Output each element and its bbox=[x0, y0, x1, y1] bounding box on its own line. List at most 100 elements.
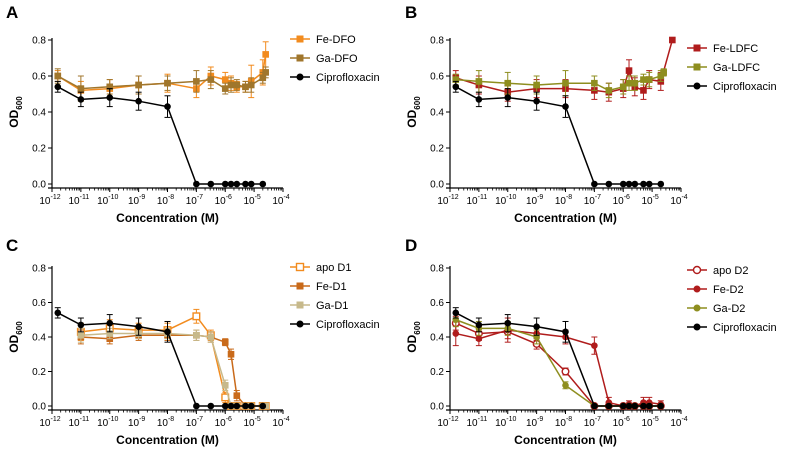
data-point bbox=[262, 51, 269, 58]
y-tick-label: 0.0 bbox=[430, 180, 444, 191]
data-point bbox=[207, 76, 215, 83]
legend-marker bbox=[296, 282, 304, 290]
data-point bbox=[504, 94, 512, 101]
x-tick-label: 10-10 bbox=[97, 194, 118, 207]
y-tick-label: 0.6 bbox=[32, 298, 46, 309]
data-point bbox=[135, 97, 142, 105]
data-point bbox=[106, 319, 114, 327]
y-tick-label: 0.8 bbox=[32, 36, 46, 47]
data-point bbox=[625, 180, 633, 188]
data-point bbox=[135, 81, 142, 89]
x-tick-label: 10-9 bbox=[526, 194, 543, 207]
y-tick-label: 0.4 bbox=[32, 333, 46, 344]
legend-label: apo D2 bbox=[713, 265, 748, 277]
x-tick-label: 10-12 bbox=[39, 194, 60, 207]
data-point bbox=[631, 79, 639, 87]
data-point bbox=[452, 330, 460, 337]
legend-label: Ciprofloxacin bbox=[316, 72, 380, 84]
legend-marker bbox=[296, 73, 304, 81]
data-point bbox=[221, 338, 229, 346]
legend: apo D1 Fe-D1 Ga-D1 Ciprofloxacin bbox=[290, 262, 380, 331]
y-axis-title: OD600 bbox=[7, 321, 24, 353]
data-point bbox=[645, 402, 653, 410]
data-point bbox=[591, 402, 598, 410]
data-point bbox=[657, 402, 665, 410]
y-tick-label: 0.0 bbox=[32, 180, 46, 191]
x-tick-label: 10-7 bbox=[186, 416, 203, 429]
data-point bbox=[645, 180, 653, 188]
legend-marker bbox=[693, 63, 701, 71]
data-point bbox=[242, 180, 249, 188]
data-point bbox=[221, 76, 229, 83]
data-point bbox=[591, 79, 598, 87]
y-tick-label: 0.6 bbox=[430, 298, 444, 309]
x-tick-label: 10-5 bbox=[243, 416, 260, 429]
data-point bbox=[631, 402, 639, 410]
data-point bbox=[233, 180, 241, 188]
x-axis-title: Concentration (M) bbox=[514, 211, 617, 225]
x-tick-label: 10-10 bbox=[495, 416, 516, 429]
x-tick-label: 10-7 bbox=[584, 416, 601, 429]
data-point bbox=[106, 83, 114, 91]
data-point bbox=[259, 180, 267, 188]
legend-label: Ga-DFO bbox=[316, 53, 358, 65]
data-point bbox=[605, 402, 613, 410]
x-tick-label: 10-4 bbox=[670, 194, 687, 207]
x-tick-label: 10-8 bbox=[555, 194, 572, 207]
panel-A: A 0.0 0.2 0.4 0.6 0.8 10-12 10-11 10-10 10-9 10-8 1… bbox=[6, 3, 380, 225]
data-point bbox=[452, 76, 460, 83]
y-tick-label: 0.8 bbox=[32, 264, 46, 275]
y-axis-title: OD600 bbox=[7, 96, 24, 128]
legend-label: Ga-LDFC bbox=[713, 62, 760, 74]
y-tick-label: 0.2 bbox=[430, 367, 444, 378]
data-point bbox=[164, 328, 171, 336]
y-tick-label: 0.0 bbox=[32, 402, 46, 413]
y-tick-label: 0.6 bbox=[430, 72, 444, 83]
data-point bbox=[193, 78, 200, 85]
data-point bbox=[562, 382, 569, 389]
data-point bbox=[669, 36, 676, 44]
x-tick-label: 10-5 bbox=[243, 194, 260, 207]
x-tick-label: 10-8 bbox=[157, 194, 174, 207]
data-point bbox=[605, 87, 613, 94]
data-point bbox=[619, 180, 627, 188]
x-tick-label: 10-11 bbox=[69, 194, 90, 207]
data-point bbox=[561, 367, 570, 376]
data-point bbox=[533, 323, 540, 330]
data-point bbox=[54, 309, 62, 317]
series-ga-d2 bbox=[452, 312, 665, 410]
data-point bbox=[619, 402, 627, 410]
data-point bbox=[193, 331, 200, 339]
data-point bbox=[452, 83, 460, 91]
data-point bbox=[247, 180, 255, 188]
y-tick-label: 0.6 bbox=[32, 72, 46, 83]
data-point bbox=[164, 103, 171, 110]
y-tick-label: 0.4 bbox=[430, 108, 444, 119]
data-point bbox=[221, 382, 229, 389]
data-point bbox=[227, 180, 235, 188]
legend-label: Ciprofloxacin bbox=[713, 322, 777, 334]
legend-label: Ga-D2 bbox=[713, 303, 745, 315]
x-tick-label: 10-9 bbox=[526, 416, 543, 429]
data-point bbox=[640, 76, 647, 83]
series-ga-ldfc bbox=[452, 68, 667, 99]
y-tick-label: 0.8 bbox=[430, 264, 444, 275]
data-point bbox=[233, 81, 241, 89]
data-point bbox=[645, 76, 653, 83]
x-tick-label: 10-7 bbox=[186, 194, 203, 207]
series-ciprofloxacin bbox=[452, 307, 665, 410]
legend-label: Fe-D2 bbox=[713, 284, 744, 296]
data-point bbox=[193, 180, 200, 188]
x-tick-label: 10-4 bbox=[670, 416, 687, 429]
series-line bbox=[455, 312, 661, 407]
data-point bbox=[106, 94, 114, 101]
data-point bbox=[591, 180, 598, 188]
legend-marker bbox=[693, 323, 701, 331]
data-point bbox=[533, 81, 540, 89]
data-point bbox=[77, 321, 85, 329]
data-point bbox=[504, 79, 512, 87]
x-tick-label: 10-9 bbox=[128, 416, 145, 429]
data-point bbox=[504, 319, 512, 327]
y-axis-title: OD600 bbox=[405, 96, 422, 128]
